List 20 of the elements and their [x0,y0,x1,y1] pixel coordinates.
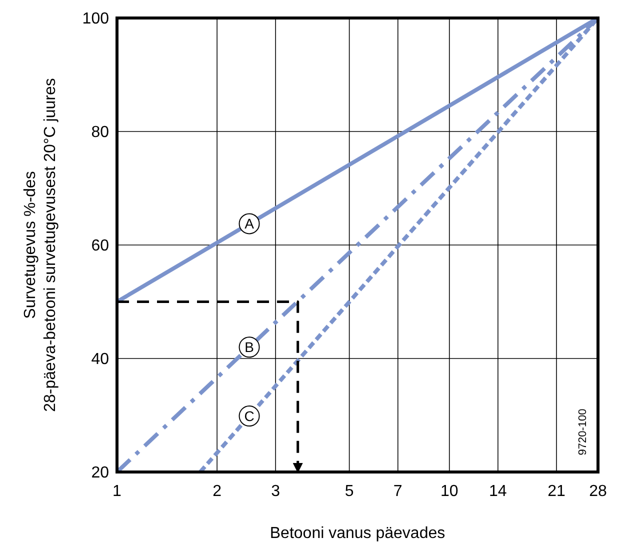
x-tick-label: 10 [440,483,458,500]
x-tick-label: 28 [589,483,607,500]
x-tick-label: 2 [212,483,222,500]
series-label: C [244,408,254,424]
y-tick-label: 100 [82,10,110,28]
x-tick-label: 21 [548,483,566,500]
x-tick-label: 3 [271,483,280,500]
series-label: A [244,216,255,232]
x-tick-label: 14 [489,483,507,500]
x-tick-label: 7 [393,483,402,500]
x-tick-label: 1 [112,483,122,500]
y-axis-title: Survetugevus %-des 28-päeva-betooni survetugevusest 20°C juures [22,78,60,412]
annotation: 9720-100 [577,408,589,456]
y-tick-label: 80 [91,124,110,142]
x-axis-title: Betooni vanus päevades [270,525,446,542]
y-tick-label: 40 [91,351,110,368]
y-tick-label: 20 [91,464,110,482]
x-tick-label: 5 [344,483,354,500]
y-tick-label: 60 [91,238,110,255]
series-label: B [244,339,254,356]
